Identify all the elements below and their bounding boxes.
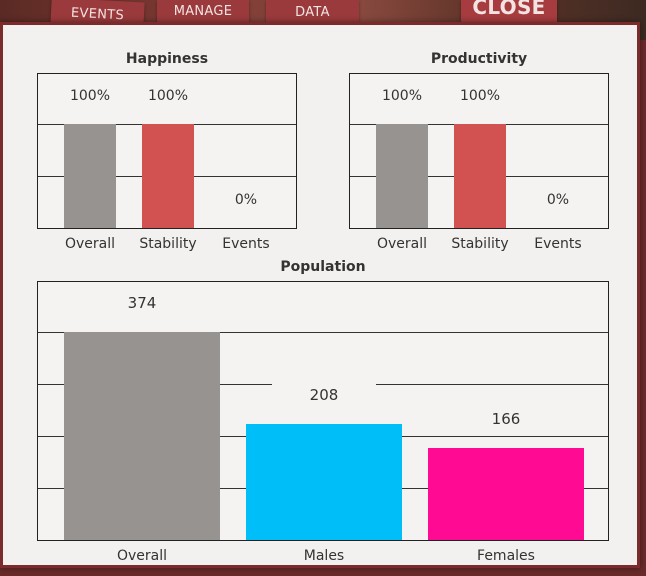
population-chart-title: Population <box>280 259 366 275</box>
category-label: Females <box>477 548 535 564</box>
bar-stability <box>454 124 506 228</box>
bar-overall <box>64 124 116 228</box>
category-label: Events <box>222 236 270 252</box>
happiness-chart-title: Happiness <box>125 51 209 67</box>
category-label: Stability <box>139 236 197 252</box>
value-label: 100% <box>459 88 501 104</box>
value-label: 166 <box>454 406 558 432</box>
category-label: Stability <box>451 236 509 252</box>
category-label: Overall <box>64 236 116 252</box>
bar-overall <box>376 124 428 228</box>
productivity-chart-title: Productivity <box>430 51 528 67</box>
value-label: 374 <box>90 290 194 316</box>
bar-males <box>246 424 402 540</box>
value-label: 100% <box>69 88 111 104</box>
gridline <box>38 332 608 333</box>
happiness-chart: 100% Overall 100% Stability 0% Events <box>37 73 297 252</box>
close-button[interactable]: CLOSE <box>461 0 557 22</box>
value-label: 208 <box>272 382 376 408</box>
value-label: 0% <box>546 192 570 208</box>
tab-data[interactable]: DATA <box>266 0 359 26</box>
population-chart: 374 Overall 208 Males 166 Females <box>37 281 609 564</box>
data-panel: Happiness 100% Overall 100% Stability 0% Even… <box>0 22 640 568</box>
category-label: Events <box>534 236 582 252</box>
bar-females <box>428 448 584 540</box>
category-label: Overall <box>116 548 168 564</box>
value-label: 100% <box>381 88 423 104</box>
value-label: 100% <box>147 88 189 104</box>
productivity-chart: 100% Overall 100% Stability 0% Events <box>349 73 609 252</box>
category-label: Overall <box>376 236 428 252</box>
bar-overall <box>64 332 220 540</box>
value-label: 0% <box>234 192 258 208</box>
category-label: Males <box>303 548 345 564</box>
bar-stability <box>142 124 194 228</box>
